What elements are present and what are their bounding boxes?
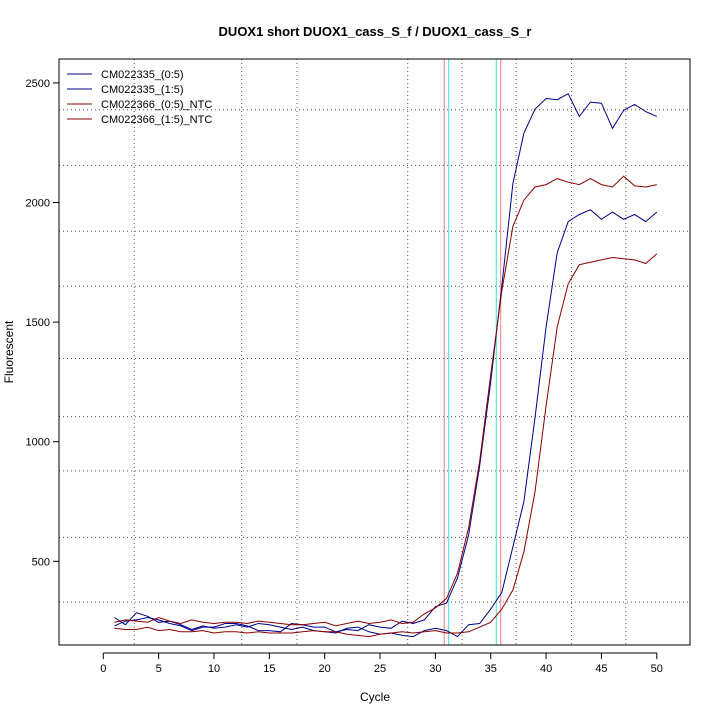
threshold-lines: [443, 59, 502, 645]
y-tick-label: 500: [32, 556, 50, 568]
x-axis: 0 5 10 15 20 25 30 35 40 45 50: [100, 652, 663, 675]
y-tick-label: 1500: [26, 317, 50, 329]
legend-label: CM022366_(1:5)_NTC: [101, 114, 212, 126]
x-tick-label: 5: [156, 663, 162, 675]
grid: [59, 59, 690, 645]
x-tick-label: 45: [595, 663, 607, 675]
legend: CM022335_(0:5) CM022335_(1:5) CM022366_(0:…: [67, 69, 212, 126]
legend-label: CM022366_(0:5)_NTC: [101, 99, 212, 111]
x-tick-label: 10: [208, 663, 220, 675]
x-tick-label: 50: [651, 663, 663, 675]
x-tick-label: 40: [540, 663, 552, 675]
y-axis-label: Fluorescent: [2, 320, 16, 383]
x-tick-label: 30: [429, 663, 441, 675]
series-line-4: [114, 175, 657, 627]
plot-frame: [58, 58, 691, 646]
x-tick-label: 35: [485, 663, 497, 675]
legend-label: CM022335_(1:5): [101, 84, 184, 96]
x-tick-label: 0: [100, 663, 106, 675]
y-axis: 500 1000 1500 2000 2500: [26, 78, 60, 568]
series-line-1: [114, 209, 658, 638]
x-tick-label: 20: [319, 663, 331, 675]
y-tick-label: 1000: [26, 437, 50, 449]
x-axis-label: Cycle: [360, 690, 390, 704]
series-lines: [114, 93, 658, 638]
series-line-3: [114, 253, 658, 638]
y-tick-label: 2500: [26, 78, 50, 90]
y-tick-label: 2000: [26, 198, 50, 210]
x-tick-label: 25: [374, 663, 386, 675]
x-tick-label: 15: [263, 663, 275, 675]
series-line-2: [114, 93, 657, 633]
legend-label: CM022335_(0:5): [101, 69, 184, 81]
chart-title: DUOX1 short DUOX1_cass_S_f / DUOX1_cass_…: [219, 24, 532, 39]
